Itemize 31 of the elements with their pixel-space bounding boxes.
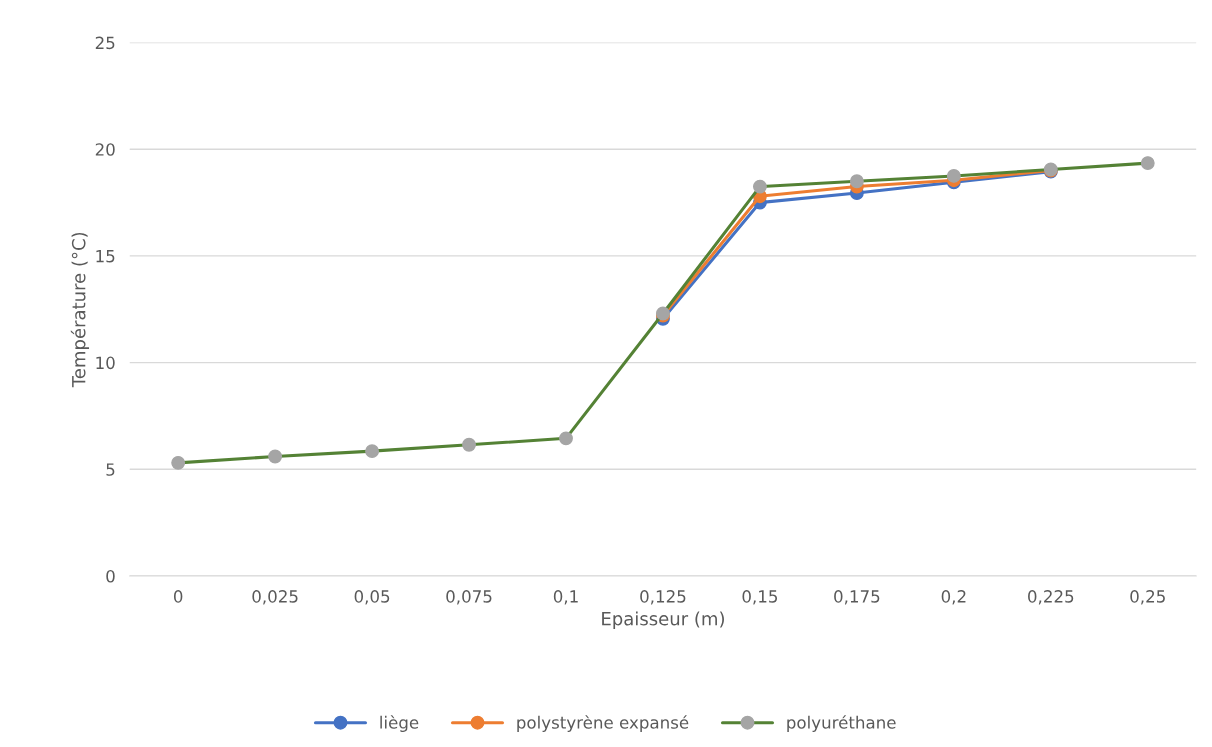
x-tick-label: 0,2 <box>941 590 966 605</box>
point <box>462 437 476 452</box>
x-tick-label: 0,15 <box>742 590 778 605</box>
x-tick-label: 0,175 <box>834 590 880 605</box>
point <box>849 174 864 189</box>
x-tick-label: 0,075 <box>446 590 492 605</box>
y-tick-label: 0 <box>106 569 115 583</box>
x-tick-label: 0,25 <box>1130 590 1165 605</box>
legend-label: polystyrène expansé <box>517 715 689 732</box>
point <box>268 449 283 464</box>
y-tick-label: 15 <box>96 250 115 263</box>
x-axis-title: Epaisseur (m) <box>602 611 724 629</box>
y-tick-label: 10 <box>96 356 115 370</box>
legend-label: polyuréthane <box>787 715 896 732</box>
y-axis-title: Température (°C) <box>70 232 90 388</box>
point <box>752 179 767 194</box>
legend-label: liège <box>380 715 419 732</box>
y-tick-label: 20 <box>95 143 115 156</box>
point <box>1140 156 1155 171</box>
x-tick-label: 0 <box>173 590 183 603</box>
x-tick-label: 0,1 <box>553 590 578 605</box>
point <box>559 431 573 446</box>
x-tick-label: 0,225 <box>1028 590 1074 605</box>
point <box>171 455 186 470</box>
y-tick-label: 25 <box>95 36 115 50</box>
y-tick-label: 5 <box>106 463 115 476</box>
x-tick-label: 0,05 <box>354 590 390 605</box>
point <box>946 168 961 183</box>
x-tick-label: 0,025 <box>252 590 298 605</box>
x-tick-label: 0,125 <box>640 590 686 605</box>
point <box>365 444 380 459</box>
